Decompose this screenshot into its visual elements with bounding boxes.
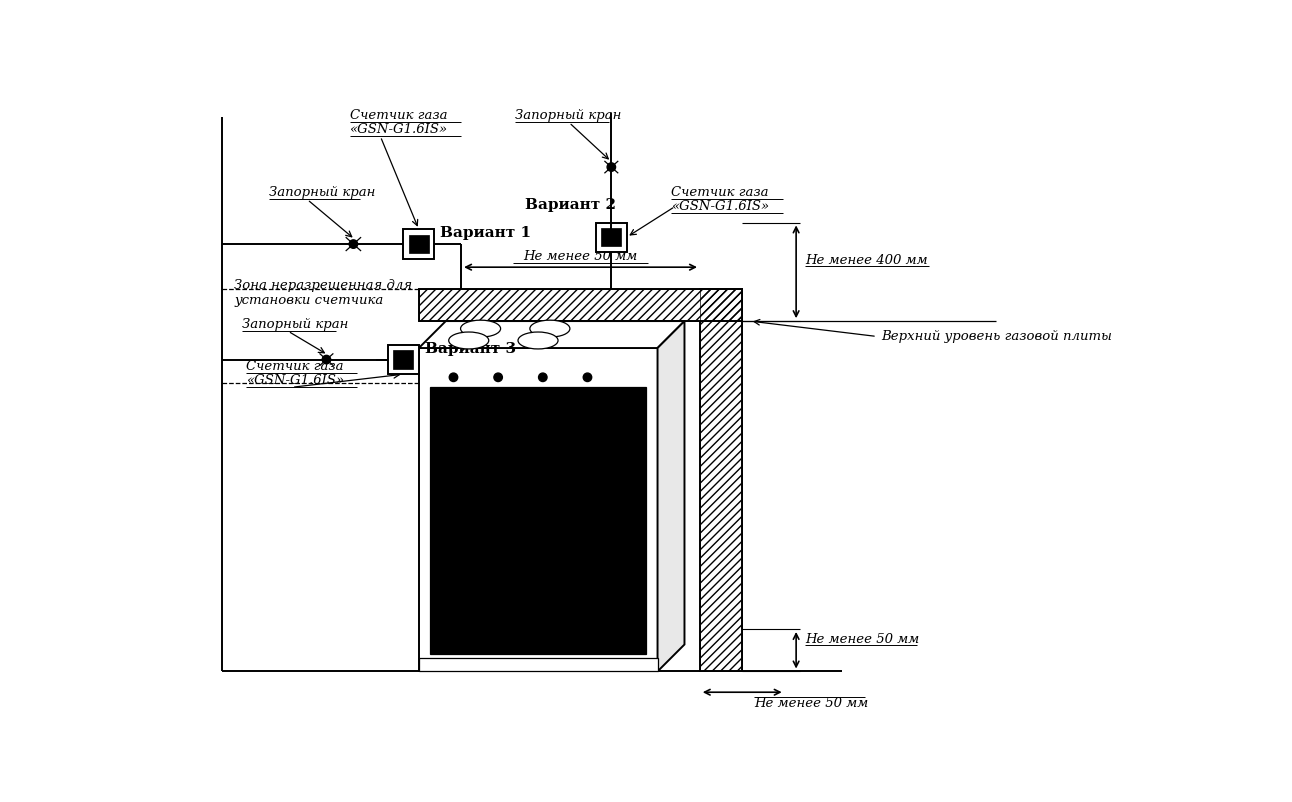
Circle shape	[583, 373, 592, 382]
Polygon shape	[700, 289, 742, 671]
Polygon shape	[419, 321, 685, 348]
Text: Счетчик газа: Счетчик газа	[350, 109, 447, 123]
Text: Не менее 50 мм: Не менее 50 мм	[753, 697, 868, 710]
Text: Запорный кран: Запорный кран	[242, 318, 348, 331]
Text: Счетчик газа: Счетчик газа	[672, 186, 769, 200]
Text: Вариант 3: Вариант 3	[425, 342, 516, 356]
Bar	[430, 387, 646, 654]
Bar	[419, 658, 658, 671]
Bar	[408, 235, 429, 253]
Polygon shape	[658, 321, 685, 671]
Circle shape	[450, 373, 457, 382]
Ellipse shape	[460, 320, 500, 337]
Text: Вариант 2: Вариант 2	[525, 198, 616, 212]
Text: Вариант 1: Вариант 1	[441, 226, 531, 241]
Bar	[403, 229, 434, 259]
Ellipse shape	[518, 332, 558, 349]
Circle shape	[607, 163, 615, 172]
Text: «GSN-G1.6IS»: «GSN-G1.6IS»	[245, 375, 344, 387]
Text: Не менее 50 мм: Не менее 50 мм	[805, 633, 920, 646]
Circle shape	[349, 240, 358, 249]
Ellipse shape	[448, 332, 488, 349]
Bar	[601, 228, 621, 246]
Text: Зона неразрешенная для: Зона неразрешенная для	[234, 279, 412, 292]
Ellipse shape	[530, 320, 570, 337]
Circle shape	[539, 373, 547, 382]
Bar	[388, 345, 419, 375]
Bar	[596, 222, 627, 252]
Text: Запорный кран: Запорный кран	[269, 186, 375, 200]
Circle shape	[322, 355, 331, 364]
Text: «GSN-G1.6IS»: «GSN-G1.6IS»	[672, 200, 770, 213]
Bar	[394, 350, 413, 369]
Text: Не менее 50 мм: Не менее 50 мм	[523, 249, 638, 262]
Circle shape	[494, 373, 503, 382]
Text: «GSN-G1.6IS»: «GSN-G1.6IS»	[350, 124, 447, 136]
Text: установки счетчика: установки счетчика	[234, 294, 384, 307]
Text: Счетчик газа: Счетчик газа	[245, 360, 344, 374]
Bar	[419, 348, 658, 671]
Text: Не менее 400 мм: Не менее 400 мм	[805, 254, 928, 267]
Text: Верхний уровень газовой плиты: Верхний уровень газовой плиты	[881, 330, 1111, 343]
Text: Запорный кран: Запорный кран	[516, 109, 621, 123]
Polygon shape	[419, 289, 742, 321]
